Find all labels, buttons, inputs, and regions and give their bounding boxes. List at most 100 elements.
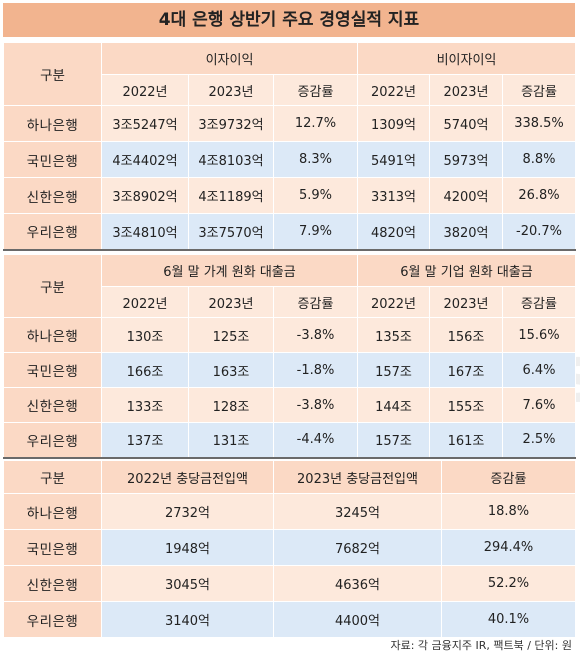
bank-label: 국민은행 [3, 352, 102, 388]
subheader: 증감률 [273, 74, 358, 106]
header-interest-income: 이자이익 [101, 42, 358, 75]
table-cell: 1309억 [357, 105, 430, 142]
table-cell: 161조 [429, 422, 503, 459]
header-corporate-loans: 6월 말 기업 원화 대출금 [357, 254, 576, 287]
table-cell: 156조 [429, 317, 503, 353]
table-cell: 7.9% [273, 213, 358, 251]
table-cell: 155조 [429, 387, 503, 423]
table-cell: 5.9% [273, 177, 358, 214]
table-cell: 15.6% [502, 317, 576, 353]
bank-label: 신한은행 [3, 565, 102, 602]
subheader: 2022년 [357, 286, 430, 318]
loans-table: 구분 6월 말 가계 원화 대출금 6월 말 기업 원화 대출금 2022년 2… [3, 254, 576, 459]
page-title: 4대 은행 상반기 주요 경영실적 지표 [3, 3, 575, 37]
bank-label: 하나은행 [3, 493, 102, 530]
table-cell: 1948억 [101, 529, 274, 566]
table-cell: 3045억 [101, 565, 274, 602]
table-cell: 3245억 [273, 493, 442, 530]
bank-label: 우리은행 [3, 213, 102, 251]
table-cell: -4.4% [273, 422, 358, 459]
table-cell: 4200억 [429, 177, 503, 214]
table-cell: -20.7% [501, 213, 577, 251]
bank-label: 국민은행 [3, 141, 102, 178]
table-cell: 3조4810억 [101, 213, 189, 251]
table-cell: 125조 [188, 317, 274, 353]
subheader: 2022년 [101, 74, 189, 106]
table-cell: 128조 [188, 387, 274, 423]
source-note: 자료: 각 금융지주 IR, 팩트북 / 단위: 원 [390, 639, 572, 652]
header-non-interest-income: 비이자이익 [356, 42, 577, 75]
table-row: 우리은행 3조4810억 3조7570억 7.9% 4820억 3820억 -2… [3, 213, 577, 251]
table-row: 하나은행 2732억 3245억 18.8% [3, 493, 576, 530]
interest-income-table: 구분 이자이익 비이자이익 2022년 2023년 증감률 2022년 2023… [3, 42, 577, 251]
table-cell: 137조 [101, 422, 189, 459]
table-cell: 4820억 [357, 213, 430, 251]
subheader: 증감률 [273, 286, 358, 318]
table-cell: 3조9732억 [188, 105, 274, 142]
table-cell: 52.2% [441, 565, 576, 602]
header-gubun: 구분 [3, 460, 102, 494]
table-cell: 12.7% [273, 105, 358, 142]
table-row: 하나은행 3조5247억 3조9732억 12.7% 1309억 5740억 3… [3, 105, 577, 142]
table-cell: 167조 [429, 352, 503, 388]
table-row: 국민은행 4조4402억 4조8103억 8.3% 5491억 5973억 8.… [3, 141, 577, 178]
table-cell: 294.4% [441, 529, 576, 566]
bank-label: 신한은행 [3, 177, 102, 214]
table-cell: 163조 [188, 352, 274, 388]
table-cell: 5491억 [357, 141, 430, 178]
table-cell: 3140억 [101, 601, 274, 638]
bank-label: 하나은행 [3, 105, 102, 142]
bank-label: 신한은행 [3, 387, 102, 423]
table-cell: 133조 [101, 387, 189, 423]
header-household-loans: 6월 말 가계 원화 대출금 [101, 254, 358, 287]
table-cell: 157조 [357, 422, 430, 459]
table-cell: 2732억 [101, 493, 274, 530]
subheader: 2023년 [188, 286, 274, 318]
table-cell: 7.6% [502, 387, 576, 423]
table-row: 하나은행 130조 125조 -3.8% 135조 156조 15.6% [3, 317, 576, 353]
subheader: 2023년 [429, 286, 503, 318]
table-row: 신한은행 3조8902억 4조1189억 5.9% 3313억 4200억 26… [3, 177, 577, 214]
subheader: 2023년 [188, 74, 274, 106]
table-cell: 4조4402억 [101, 141, 189, 178]
subheader: 2022년 [357, 74, 430, 106]
table-cell: 338.5% [501, 105, 577, 142]
bank-label: 우리은행 [3, 601, 102, 638]
table-cell: 4조1189억 [188, 177, 274, 214]
table-cell: 131조 [188, 422, 274, 459]
table-cell: 130조 [101, 317, 189, 353]
table-row: 신한은행 3045억 4636억 52.2% [3, 565, 576, 602]
table-cell: 3조8902억 [101, 177, 189, 214]
subheader: 2022년 [101, 286, 189, 318]
table-cell: 157조 [357, 352, 430, 388]
subheader: 증감률 [501, 74, 577, 106]
table-cell: 8.3% [273, 141, 358, 178]
header-2023-provisions: 2023년 충당금전입액 [273, 460, 442, 494]
table-cell: -3.8% [273, 387, 358, 423]
subheader: 증감률 [502, 286, 576, 318]
table-cell: 3820억 [429, 213, 503, 251]
table-cell: 3313억 [357, 177, 430, 214]
subheader: 2023년 [429, 74, 503, 106]
header-2022-provisions: 2022년 충당금전입액 [101, 460, 274, 494]
table-cell: 26.8% [501, 177, 577, 214]
table-cell: 4조8103억 [188, 141, 274, 178]
table-cell: 40.1% [441, 601, 576, 638]
bank-label: 하나은행 [3, 317, 102, 353]
table-cell: 5740억 [429, 105, 503, 142]
table-cell: -3.8% [273, 317, 358, 353]
table-cell: 4400억 [273, 601, 442, 638]
bank-label: 우리은행 [3, 422, 102, 459]
table-cell: 3조5247억 [101, 105, 189, 142]
header-gubun: 구분 [3, 254, 102, 318]
table-row: 우리은행 137조 131조 -4.4% 157조 161조 2.5% [3, 422, 576, 459]
table-cell: 7682억 [273, 529, 442, 566]
table-cell: 3조7570억 [188, 213, 274, 251]
table-row: 우리은행 3140억 4400억 40.1% [3, 601, 576, 638]
table-cell: 2.5% [502, 422, 576, 459]
table-row: 신한은행 133조 128조 -3.8% 144조 155조 7.6% [3, 387, 576, 423]
provisions-table: 구분 2022년 충당금전입액 2023년 충당금전입액 증감률 하나은행 27… [3, 460, 576, 638]
table-cell: 144조 [357, 387, 430, 423]
table-cell: 18.8% [441, 493, 576, 530]
table-cell: 135조 [357, 317, 430, 353]
